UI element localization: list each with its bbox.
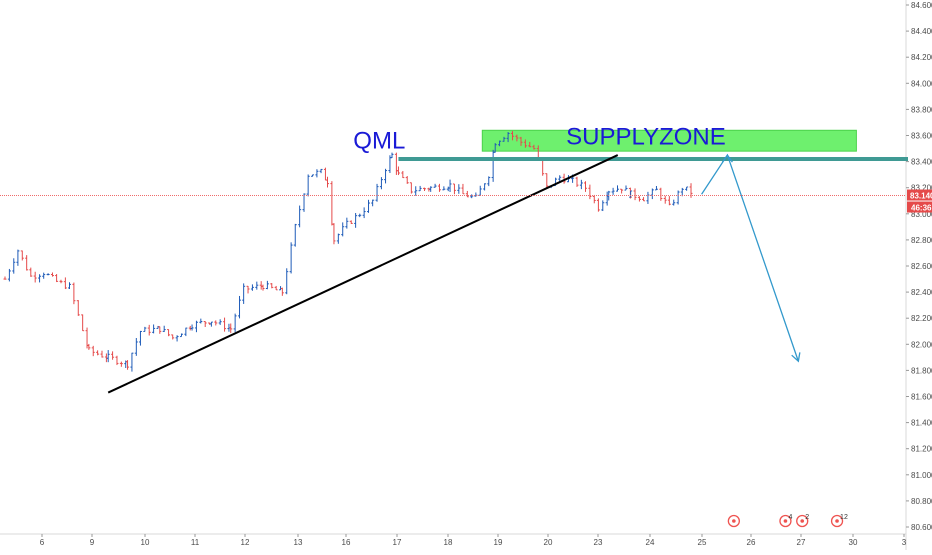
- candles: [3, 131, 693, 372]
- time-tick-label: 17: [393, 538, 402, 547]
- current-price-tag: [907, 189, 932, 201]
- event-dot: [732, 519, 736, 523]
- time-tick-label: 6: [40, 538, 45, 547]
- price-tick-label: 84.400: [911, 27, 932, 36]
- price-tick-label: 81.600: [911, 393, 932, 402]
- time-tick-label: 20: [544, 538, 553, 547]
- event-dot: [783, 519, 788, 523]
- time-tick-label: 10: [141, 538, 150, 547]
- price-tick-label: 82.600: [911, 262, 932, 271]
- time-tick-label: 16: [342, 538, 351, 547]
- time-tick-label: 3: [902, 538, 907, 547]
- economic-event-icon[interactable]: [727, 514, 740, 528]
- uptrend-line: [107, 154, 619, 394]
- price-tick-label: 81.800: [911, 366, 932, 375]
- supply-zone-layer: [481, 129, 857, 152]
- price-tick-label: 82.000: [911, 340, 932, 349]
- price-tick-label: 81.200: [911, 445, 932, 454]
- time-tick-label: 30: [849, 538, 858, 547]
- projection-arrowhead: [791, 352, 801, 363]
- event-count: 2: [805, 514, 809, 521]
- price-tick-label: 82.800: [911, 236, 932, 245]
- price-tick-label: 82.200: [911, 314, 932, 323]
- price-tick-label: 83.400: [911, 158, 932, 167]
- time-tick-label: 13: [294, 538, 303, 547]
- current-price-text: 83.140: [910, 192, 932, 201]
- time-tick-label: 12: [241, 538, 250, 547]
- time-tick-label: 9: [90, 538, 95, 547]
- countdown-tag: [907, 201, 932, 213]
- economic-event-icon[interactable]: 12: [830, 514, 848, 528]
- drawing-lines: [107, 153, 908, 394]
- time-tick-label: 25: [698, 538, 707, 547]
- projection-peak-head: [721, 153, 733, 163]
- time-tick-label: 19: [494, 538, 503, 547]
- price-tick-label: 83.200: [911, 184, 932, 193]
- price-tick-label: 81.400: [911, 419, 932, 428]
- price-tick-label: 81.000: [911, 471, 932, 480]
- time-tick-label: 26: [747, 538, 756, 547]
- supply-zone-box: [481, 129, 857, 152]
- time-tick-label: 27: [797, 538, 806, 547]
- economic-event-icon[interactable]: 2: [796, 514, 810, 528]
- price-tick-label: 84.200: [911, 53, 932, 62]
- price-axis[interactable]: 84.600 84.400 84.200 84.000 83.800 83.600 83.4…: [906, 1, 932, 532]
- supply-zone-label: SUPPLYZONE: [566, 124, 726, 151]
- price-tick-label: 84.000: [911, 79, 932, 88]
- event-dot: [800, 519, 805, 523]
- price-tick-label: 83.800: [911, 105, 932, 114]
- event-count: 12: [840, 514, 848, 521]
- time-axis[interactable]: 6 9 10 11 12 13 16 17 18 19 20 23 24 25 26 27 30 3: [40, 534, 907, 547]
- current-price-marker: 83.140 46:36: [0, 189, 932, 213]
- countdown-text: 46:36: [911, 204, 932, 213]
- price-tick-label: 83.600: [911, 132, 932, 141]
- price-tick-label: 82.400: [911, 288, 932, 297]
- event-dot: [835, 519, 839, 523]
- price-tick-label: 80.600: [911, 523, 932, 532]
- time-tick-label: 11: [191, 538, 200, 547]
- time-tick-label: 24: [646, 538, 655, 547]
- time-tick-label: 18: [444, 538, 453, 547]
- price-tick-label: 84.600: [911, 1, 932, 10]
- qml-label: QML: [353, 128, 405, 155]
- event-markers[interactable]: 4 2 12: [727, 514, 848, 528]
- time-tick-label: 23: [594, 538, 603, 547]
- event-count: 4: [788, 514, 792, 521]
- price-tick-label: 83.000: [911, 210, 932, 219]
- price-tick-label: 80.800: [911, 497, 932, 506]
- economic-event-icon[interactable]: 4: [779, 514, 793, 528]
